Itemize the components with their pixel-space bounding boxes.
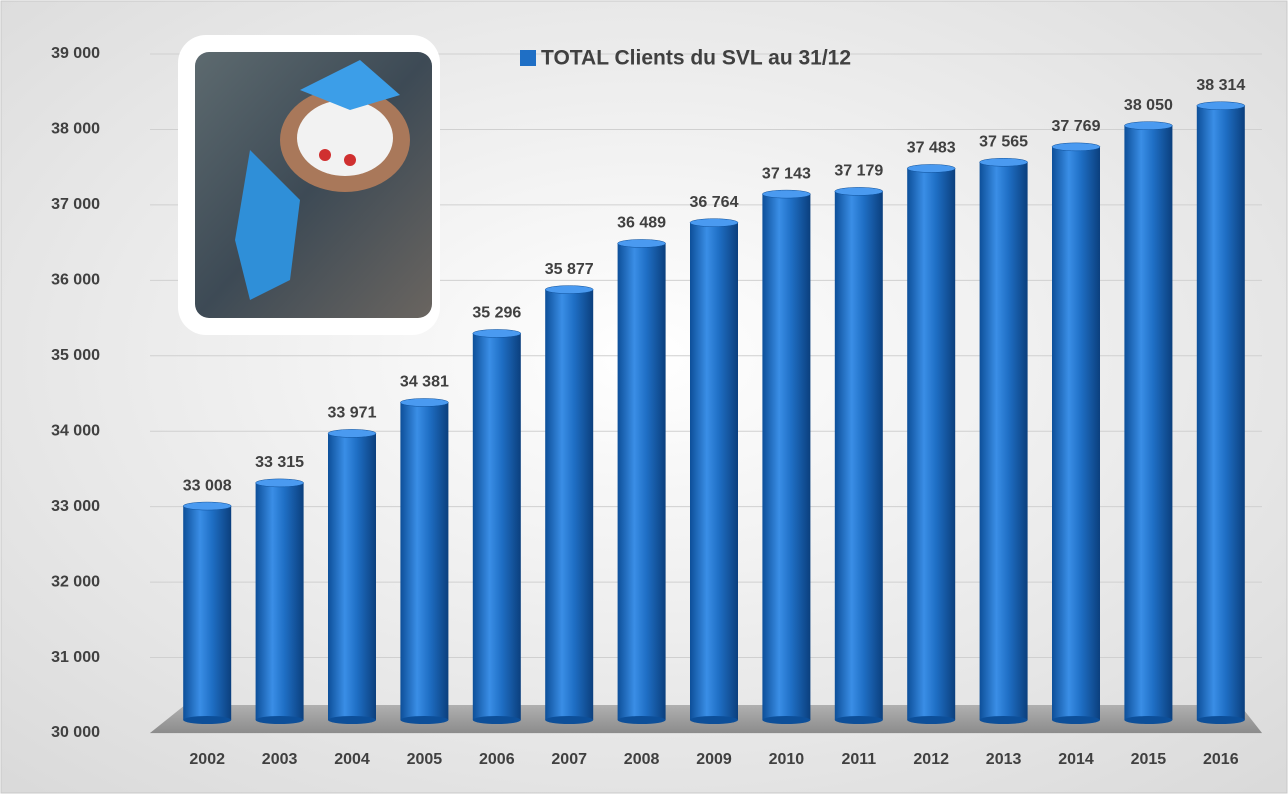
bar-base xyxy=(1124,716,1173,724)
photo-inset xyxy=(178,35,440,335)
bar-cap xyxy=(400,398,449,407)
value-label: 37 483 xyxy=(907,140,956,157)
meter-gauge xyxy=(319,149,331,161)
meter-lid xyxy=(300,60,400,110)
bar-base xyxy=(979,716,1028,724)
value-label: 38 050 xyxy=(1124,97,1173,114)
bar xyxy=(690,222,738,720)
x-tick-label: 2002 xyxy=(189,751,225,768)
meter-body xyxy=(235,150,300,300)
value-label: 37 769 xyxy=(1052,118,1101,135)
meter-dial xyxy=(297,100,393,176)
bar xyxy=(979,162,1028,721)
bar-cap xyxy=(617,239,666,248)
bar-base xyxy=(907,716,956,724)
x-tick-label: 2004 xyxy=(334,751,370,768)
bar-base xyxy=(1052,716,1100,724)
bar xyxy=(328,433,376,720)
y-tick-label: 39 000 xyxy=(51,45,100,62)
bar-base xyxy=(328,716,376,724)
bar-base xyxy=(834,716,883,724)
y-tick-label: 35 000 xyxy=(51,347,100,364)
x-tick-label: 2010 xyxy=(769,751,805,768)
bar-cap xyxy=(1124,121,1173,130)
x-tick-label: 2008 xyxy=(624,751,660,768)
bar-base xyxy=(255,716,304,724)
value-label: 37 179 xyxy=(834,163,883,180)
x-tick-label: 2013 xyxy=(986,751,1022,768)
value-label: 37 565 xyxy=(979,133,1028,150)
bar-cap xyxy=(762,189,811,199)
legend-label: TOTAL Clients du SVL au 31/12 xyxy=(541,47,851,70)
y-tick-label: 38 000 xyxy=(51,121,100,138)
bar xyxy=(617,243,666,721)
value-label: 38 314 xyxy=(1196,77,1245,94)
bar xyxy=(1124,125,1173,720)
x-tick-label: 2015 xyxy=(1131,751,1167,768)
x-tick-label: 2006 xyxy=(479,751,515,768)
bar-base xyxy=(400,716,449,724)
bar xyxy=(545,289,594,720)
y-tick-label: 32 000 xyxy=(51,573,100,590)
x-tick-label: 2009 xyxy=(696,751,732,768)
x-tick-label: 2005 xyxy=(407,751,443,768)
value-label: 36 489 xyxy=(617,215,666,232)
bar-base xyxy=(183,716,232,724)
bar-cap xyxy=(327,429,377,438)
bar-cap xyxy=(182,501,232,511)
y-tick-label: 37 000 xyxy=(51,196,100,213)
bar-cap xyxy=(689,218,739,227)
bar xyxy=(400,402,449,720)
bar xyxy=(1196,105,1245,721)
bar xyxy=(183,506,232,720)
legend-swatch xyxy=(520,50,536,66)
value-label: 35 296 xyxy=(472,305,521,322)
bar-cap xyxy=(1196,101,1246,111)
bar-cap xyxy=(979,158,1028,167)
x-tick-label: 2011 xyxy=(841,751,876,768)
bar-cap xyxy=(906,164,956,173)
x-tick-label: 2012 xyxy=(913,751,949,768)
bar xyxy=(472,333,521,720)
bar-cap xyxy=(255,478,304,488)
bar-base xyxy=(472,716,521,724)
value-label: 33 315 xyxy=(255,454,304,471)
y-tick-label: 33 000 xyxy=(51,498,100,515)
x-tick-label: 2003 xyxy=(262,751,298,768)
bar-base xyxy=(1196,716,1245,724)
y-tick-label: 31 000 xyxy=(51,649,100,666)
value-label: 33 971 xyxy=(328,405,377,422)
bar-cap xyxy=(1051,142,1101,152)
x-tick-label: 2014 xyxy=(1058,751,1094,768)
value-label: 34 381 xyxy=(400,374,449,391)
bar-base xyxy=(762,716,811,724)
x-tick-label: 2007 xyxy=(551,751,587,768)
bar xyxy=(834,191,883,720)
bars xyxy=(182,101,1246,724)
bar-base xyxy=(690,716,738,724)
value-label: 35 877 xyxy=(545,261,594,278)
bar xyxy=(907,168,956,720)
bar-cap xyxy=(472,329,522,338)
bar-cap xyxy=(544,285,594,294)
x-tick-label: 2016 xyxy=(1203,751,1239,768)
y-tick-label: 34 000 xyxy=(51,422,100,439)
y-tick-label: 30 000 xyxy=(51,724,100,741)
bar-cap xyxy=(834,187,884,196)
value-label: 33 008 xyxy=(183,477,232,494)
bar-base xyxy=(545,716,594,724)
bar xyxy=(1052,146,1100,720)
bar xyxy=(762,194,811,720)
value-label: 36 764 xyxy=(690,194,739,211)
bar xyxy=(255,482,304,720)
value-label: 37 143 xyxy=(762,165,811,182)
meter-gauge xyxy=(344,154,356,166)
bar-base xyxy=(617,716,666,724)
y-tick-label: 36 000 xyxy=(51,272,100,289)
